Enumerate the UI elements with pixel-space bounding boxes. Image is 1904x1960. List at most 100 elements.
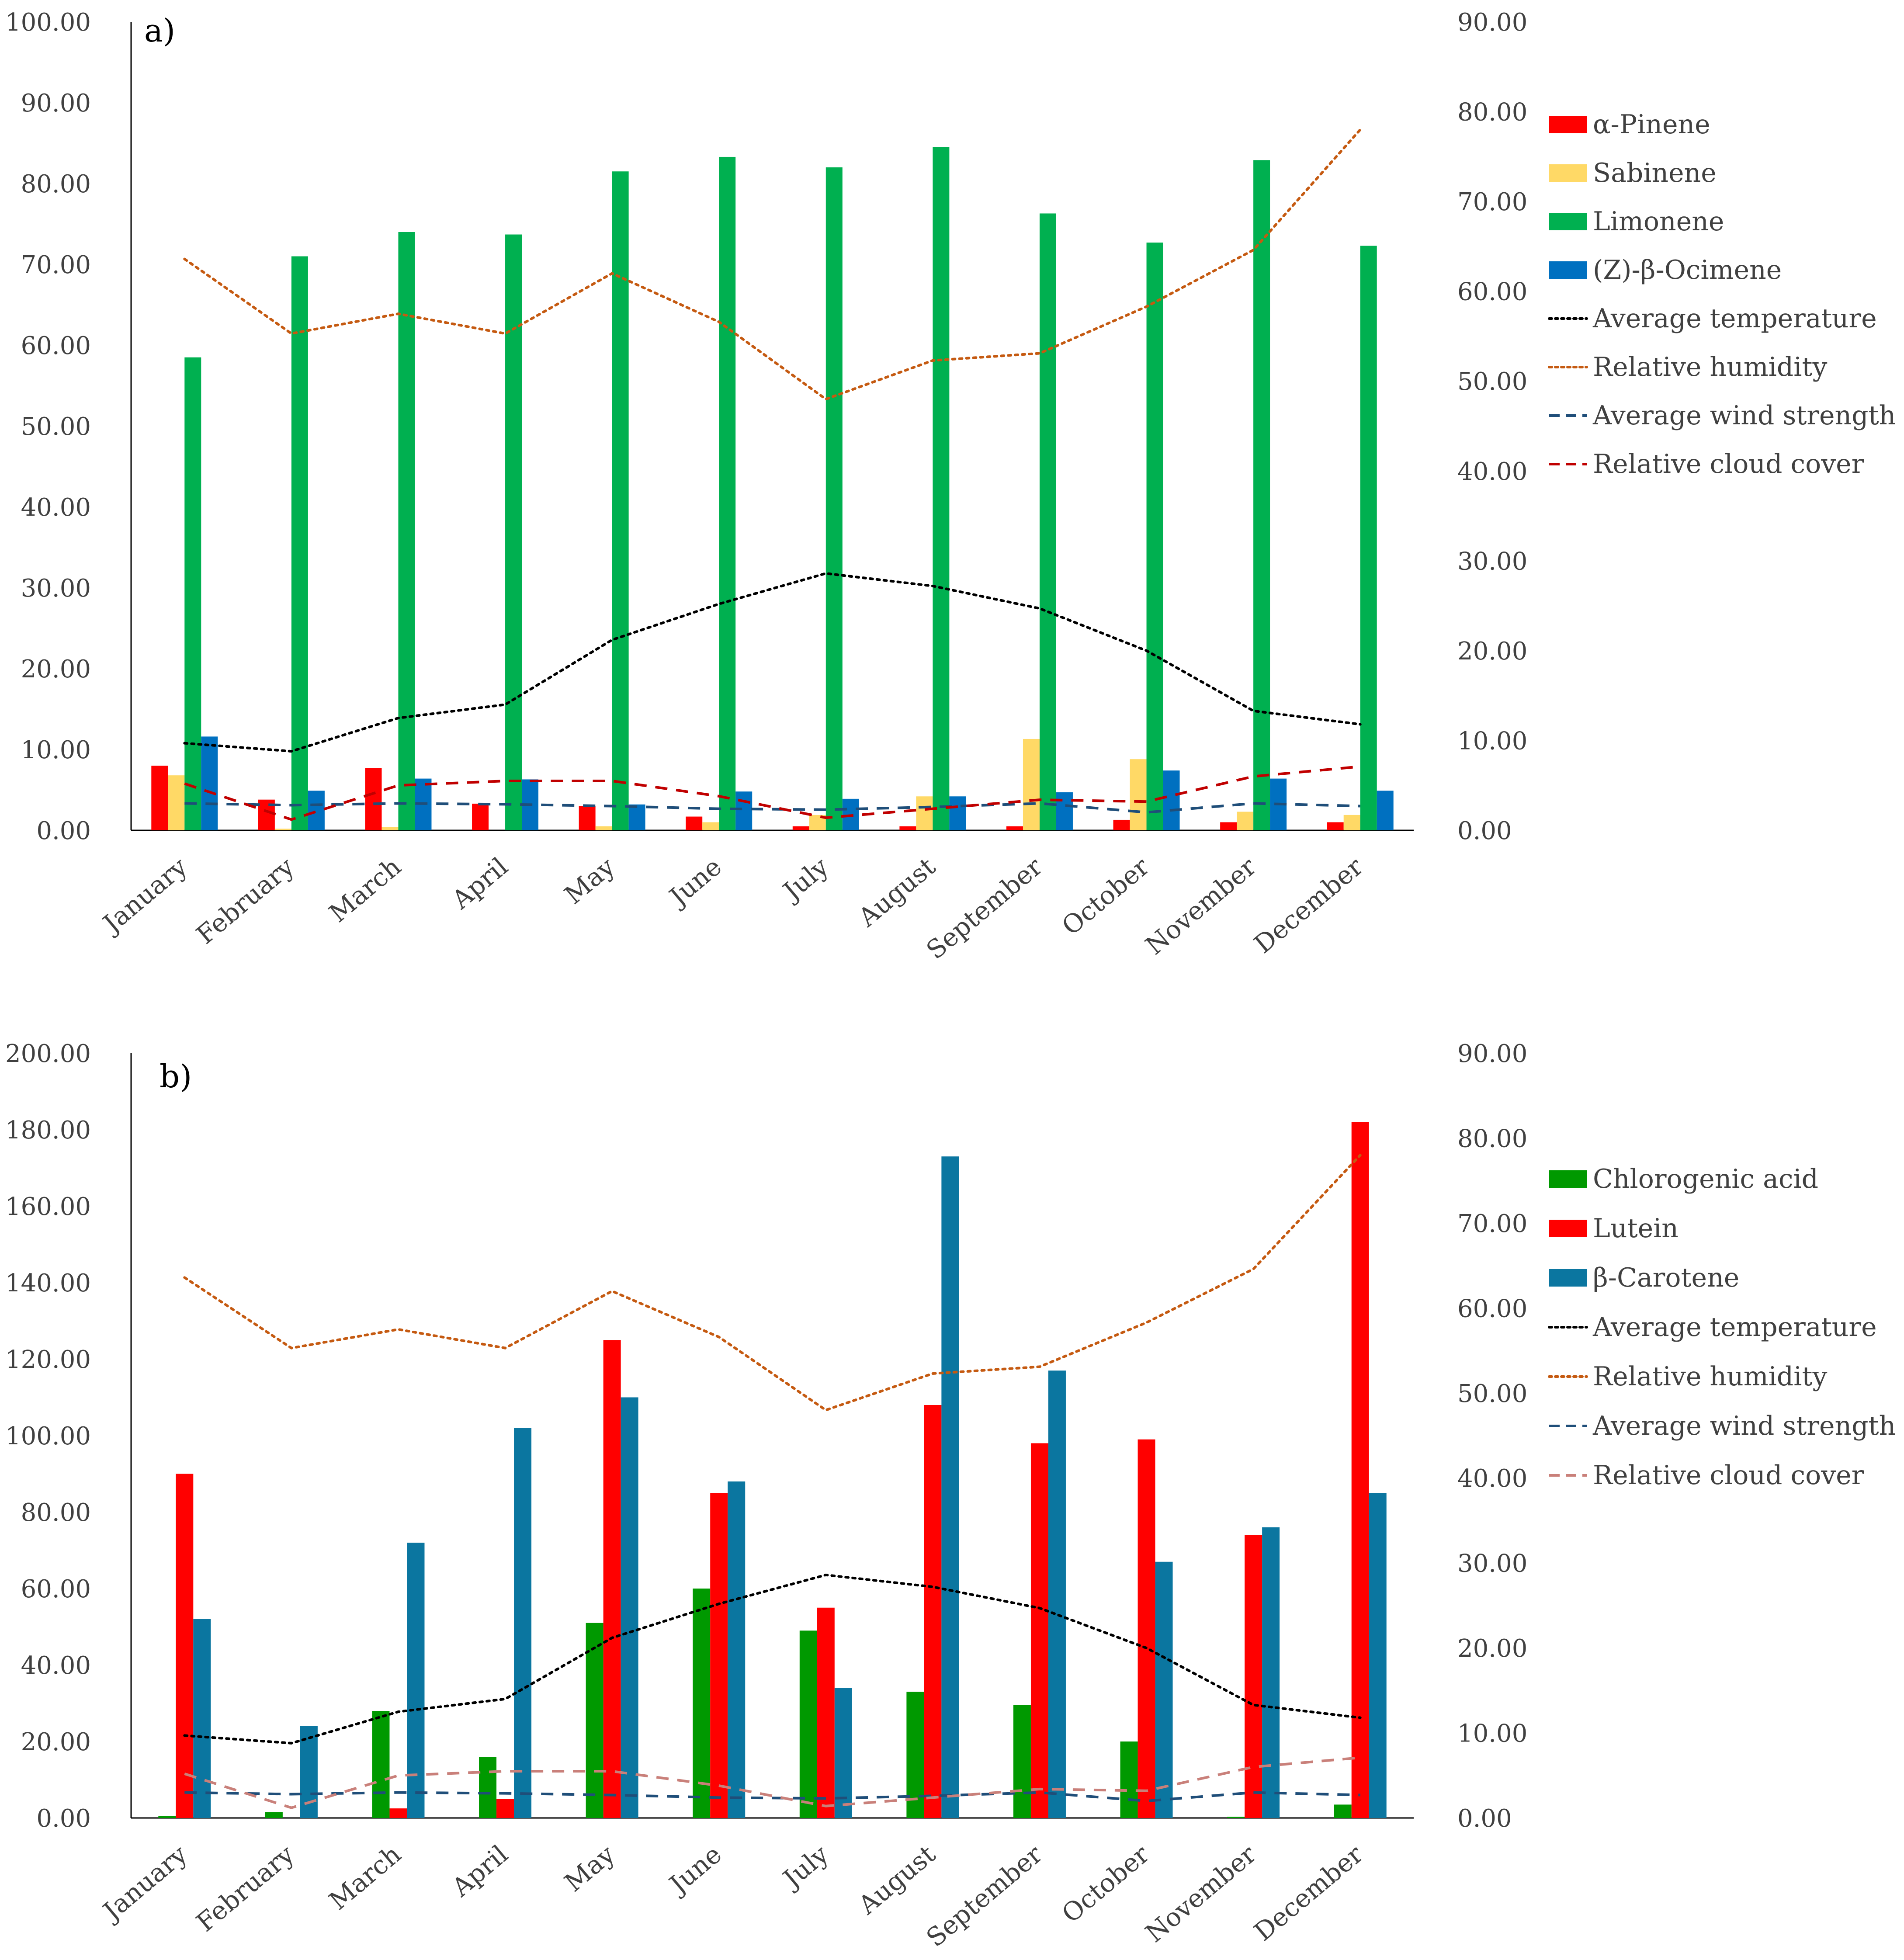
bar-z-beta-ocimene: [949, 796, 966, 830]
legend-label: Average temperature: [1592, 303, 1877, 334]
bar-alpha-pinene: [472, 803, 489, 830]
bar-limonene: [1253, 160, 1270, 831]
y-tick-label-left: 40.00: [21, 493, 91, 522]
y-tick-label-left: 20.00: [21, 1728, 91, 1756]
bar-limonene: [291, 256, 308, 830]
bar-chlorogenic-acid: [372, 1711, 390, 1818]
bar-limonene: [1360, 246, 1377, 831]
bar-lutein: [817, 1607, 835, 1818]
x-tick-label: February: [191, 1839, 300, 1937]
bar-beta-carotene: [514, 1428, 532, 1818]
bar-beta-carotene: [193, 1619, 211, 1818]
y-tick-label-right: 70.00: [1457, 188, 1527, 216]
bar-alpha-pinene: [1006, 826, 1023, 830]
bar-lutein: [1138, 1439, 1155, 1818]
legend-label: Limonene: [1593, 206, 1724, 237]
x-tick-label: June: [662, 1839, 727, 1901]
bar-beta-carotene: [1262, 1527, 1280, 1818]
bar-alpha-pinene: [1220, 822, 1237, 830]
x-tick-label: December: [1249, 1839, 1369, 1946]
line-relative-cloud-cover: [184, 765, 1360, 821]
y-tick-label-left: 0.00: [36, 817, 91, 845]
bar-limonene: [933, 147, 950, 830]
y-tick-label-right: 40.00: [1457, 458, 1527, 486]
y-tick-label-right: 10.00: [1457, 1720, 1527, 1748]
bar-chlorogenic-acid: [799, 1630, 817, 1818]
bar-chlorogenic-acid: [1013, 1705, 1031, 1818]
x-tick-label: January: [96, 851, 193, 940]
legend-label: Sabinene: [1593, 158, 1717, 188]
y-tick-label-right: 0.00: [1457, 817, 1512, 845]
y-tick-label-right: 90.00: [1457, 8, 1527, 37]
bar-beta-carotene: [1048, 1370, 1066, 1818]
x-tick-label: December: [1249, 851, 1369, 959]
line-relative-cloud-cover: [184, 1756, 1360, 1809]
bar-alpha-pinene: [1113, 819, 1130, 830]
chart-panel-b: b) 0.00 20.00 40.00 60.00 80.00 100.00 120.00 14…: [5, 1040, 1896, 1953]
bar-limonene: [398, 232, 415, 830]
bar-lutein: [603, 1340, 621, 1818]
y-tick-label-left: 20.00: [21, 655, 91, 683]
bar-beta-carotene: [1155, 1561, 1173, 1818]
x-tick-label: July: [776, 1839, 834, 1894]
x-tick-label: July: [776, 851, 834, 907]
bar-limonene: [1039, 213, 1056, 831]
y-tick-label-left: 0.00: [36, 1804, 91, 1833]
legend-swatch-lutein: [1549, 1220, 1587, 1237]
legend-label: Relative humidity: [1593, 352, 1828, 382]
bar-beta-carotene: [407, 1543, 425, 1818]
bar-alpha-pinene: [579, 806, 596, 830]
chart-panel-a: a) 0.00 10.00 20.00 30.00 40.00 50.00 60.00 70.0…: [5, 8, 1896, 965]
bar-beta-carotene: [834, 1688, 852, 1818]
x-tick-label: November: [1140, 851, 1262, 961]
bar-z-beta-ocimene: [1056, 792, 1073, 830]
line-relative-humidity: [183, 128, 1362, 401]
panel-label: a): [144, 12, 175, 49]
y-tick-label-right: 30.00: [1457, 547, 1527, 576]
y-tick-label-left: 200.00: [5, 1040, 91, 1068]
x-tick-label: August: [852, 1839, 941, 1921]
bar-sabinene: [1130, 759, 1147, 830]
y-tick-label-left: 30.00: [21, 574, 91, 603]
y-tick-label-right: 20.00: [1457, 1634, 1527, 1663]
legend-label: (Z)-β-Ocimene: [1593, 255, 1782, 285]
line-average-temperature: [183, 572, 1362, 753]
y-tick-label-right: 0.00: [1457, 1804, 1512, 1833]
line-relative-humidity: [183, 1154, 1362, 1412]
y-tick-label-left: 70.00: [21, 251, 91, 279]
y-tick-label-right: 70.00: [1457, 1210, 1527, 1238]
x-tick-label: February: [191, 851, 300, 950]
legend-label: Relative cloud cover: [1593, 449, 1864, 479]
x-tick-label: October: [1056, 851, 1155, 941]
y-tick-label-right: 10.00: [1457, 727, 1527, 755]
x-tick-label: May: [559, 851, 621, 910]
bar-beta-carotene: [621, 1397, 638, 1818]
y-tick-label-left: 10.00: [21, 736, 91, 764]
bar-chlorogenic-acid: [1334, 1804, 1352, 1818]
bar-lutein: [1351, 1122, 1369, 1818]
line-average-wind-strength: [184, 1791, 1360, 1803]
bar-alpha-pinene: [686, 816, 703, 830]
legend-label: Relative humidity: [1593, 1361, 1828, 1392]
legend-swatch-alpha-pinene: [1549, 116, 1587, 133]
bar-beta-carotene: [1369, 1493, 1387, 1818]
y-tick-label-left: 80.00: [21, 170, 91, 198]
legend-swatch-sabinene: [1549, 164, 1587, 182]
bar-chlorogenic-acid: [693, 1589, 711, 1818]
bar-alpha-pinene: [792, 826, 809, 830]
y-tick-label-left: 120.00: [5, 1346, 91, 1374]
bar-chlorogenic-acid: [479, 1757, 497, 1818]
bar-lutein: [1030, 1443, 1048, 1818]
bar-alpha-pinene: [151, 766, 168, 830]
bar-z-beta-ocimene: [1163, 770, 1180, 830]
legend-label: β-Carotene: [1593, 1263, 1739, 1293]
bar-beta-carotene: [941, 1156, 959, 1818]
x-tick-label: March: [323, 852, 406, 928]
x-tick-label: April: [446, 1839, 513, 1903]
bar-lutein: [1245, 1535, 1262, 1818]
bar-sabinene: [274, 829, 291, 830]
y-tick-label-left: 80.00: [21, 1499, 91, 1527]
bar-chlorogenic-acid: [586, 1623, 603, 1818]
legend-label: Average temperature: [1592, 1312, 1877, 1343]
